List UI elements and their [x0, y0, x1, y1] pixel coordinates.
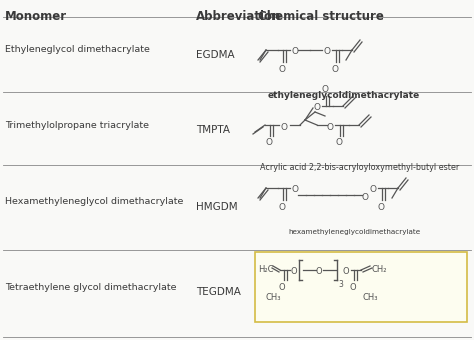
Text: TEGDMA: TEGDMA: [196, 287, 241, 297]
Text: O: O: [370, 186, 377, 194]
Text: O: O: [350, 283, 356, 292]
Text: CH₃: CH₃: [363, 293, 379, 302]
Text: O: O: [377, 203, 384, 212]
Text: Hexamethyleneglycol dimethacrylate: Hexamethyleneglycol dimethacrylate: [5, 198, 183, 206]
Text: O: O: [292, 186, 299, 194]
Text: O: O: [279, 283, 285, 292]
Text: Chemical structure: Chemical structure: [258, 10, 384, 23]
Text: O: O: [321, 85, 328, 94]
Text: O: O: [279, 203, 285, 212]
Text: O: O: [316, 268, 323, 276]
Text: H₂C: H₂C: [258, 266, 273, 274]
Text: O: O: [331, 65, 338, 74]
Text: CH₂: CH₂: [372, 266, 388, 274]
Text: EGDMA: EGDMA: [196, 50, 235, 60]
Text: CH₃: CH₃: [266, 293, 282, 302]
Text: TMPTA: TMPTA: [196, 125, 230, 135]
Bar: [255, 252, 467, 322]
Text: O: O: [324, 48, 331, 56]
Text: O: O: [336, 138, 343, 147]
Text: O: O: [279, 65, 285, 74]
Text: Tetraethylene glycol dimethacrylate: Tetraethylene glycol dimethacrylate: [5, 284, 176, 292]
Text: hexamethyleneglycoldimethacrylate: hexamethyleneglycoldimethacrylate: [288, 229, 420, 235]
Text: Trimethylolpropane triacrylate: Trimethylolpropane triacrylate: [5, 120, 149, 130]
Text: O: O: [327, 122, 334, 132]
Text: O: O: [291, 268, 298, 276]
Text: O: O: [362, 192, 369, 202]
Text: O: O: [281, 122, 288, 132]
Text: Monomer: Monomer: [5, 10, 67, 23]
Text: 3: 3: [338, 280, 343, 289]
Text: HMGDM: HMGDM: [196, 202, 237, 212]
Text: O: O: [265, 138, 273, 147]
Text: O: O: [343, 268, 350, 276]
Text: Abbreviation: Abbreviation: [196, 10, 282, 23]
Text: Ethyleneglycol dimethacrylate: Ethyleneglycol dimethacrylate: [5, 46, 150, 54]
Text: O: O: [314, 103, 321, 113]
Text: Acrylic acid 2,2-bis-acryloyloxymethyl-butyl ester: Acrylic acid 2,2-bis-acryloyloxymethyl-b…: [260, 163, 459, 171]
Text: ethyleneglycoldimethacrylate: ethyleneglycoldimethacrylate: [268, 90, 420, 100]
Text: O: O: [292, 48, 299, 56]
